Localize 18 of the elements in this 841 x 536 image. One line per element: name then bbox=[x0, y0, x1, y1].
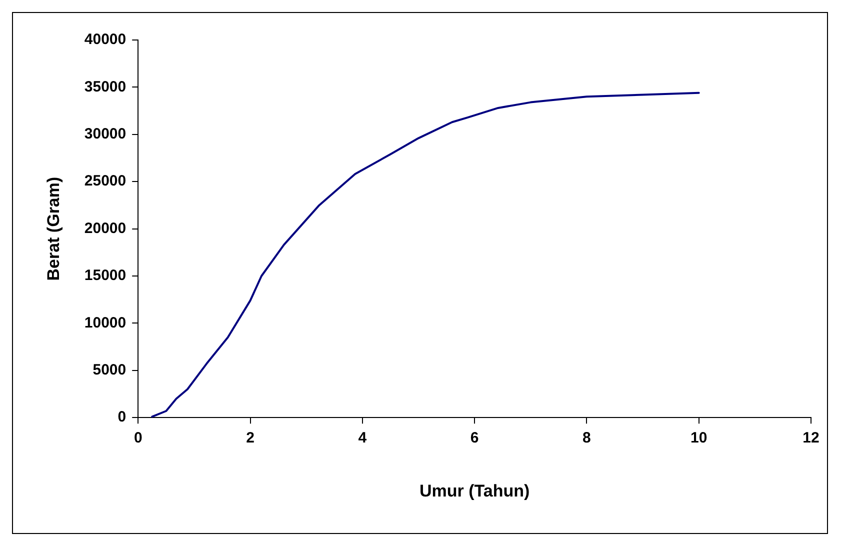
y-tick-label: 40000 bbox=[84, 31, 126, 48]
x-tick-label: 0 bbox=[134, 430, 142, 447]
y-axis-title: Berat (Gram) bbox=[44, 176, 63, 281]
y-tick-label: 5000 bbox=[92, 362, 126, 379]
y-tick-label: 0 bbox=[118, 408, 126, 426]
x-tick-label: 10 bbox=[690, 430, 708, 447]
x-tick-label: 8 bbox=[582, 430, 591, 447]
y-tick-label: 15000 bbox=[84, 267, 126, 284]
y-tick-label: 20000 bbox=[84, 220, 126, 237]
y-tick-label: 25000 bbox=[84, 172, 126, 190]
y-tick-label: 35000 bbox=[84, 78, 126, 96]
y-tick-label: 30000 bbox=[84, 126, 126, 143]
x-tick-label: 4 bbox=[358, 430, 368, 447]
x-tick-label: 2 bbox=[246, 430, 254, 447]
y-tick-label: 10000 bbox=[84, 314, 126, 332]
x-tick-label: 6 bbox=[470, 430, 479, 447]
x-axis-title: Umur (Tahun) bbox=[419, 481, 530, 500]
x-tick-label: 12 bbox=[802, 430, 820, 447]
